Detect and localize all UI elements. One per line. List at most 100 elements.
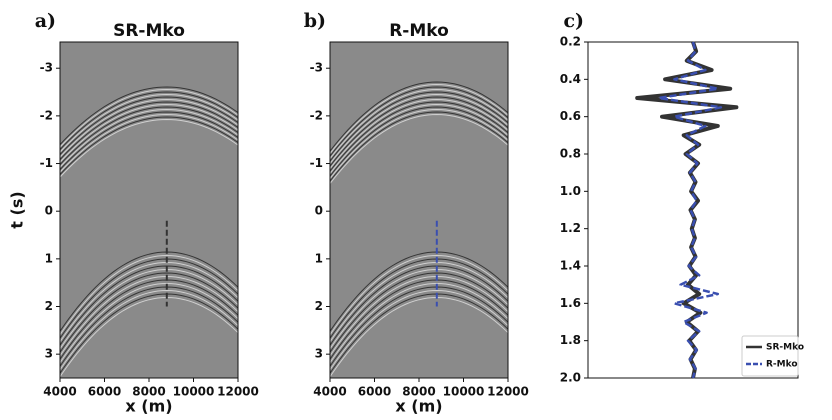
reflection (60, 265, 238, 346)
reflection (330, 103, 508, 174)
panel-label: c) (563, 10, 584, 32)
reflection (330, 113, 508, 184)
y-tick-label: 1.4 (560, 259, 581, 273)
y-tick-label: 0 (45, 204, 53, 218)
reflection (60, 86, 238, 145)
y-tick-label: 1 (45, 251, 53, 265)
reflection (330, 106, 508, 177)
y-tick-label: 0.8 (560, 147, 581, 161)
reflection (60, 275, 238, 356)
reflection (330, 286, 508, 367)
x-tick-label: 8000 (402, 385, 435, 399)
x-axis-label: x (m) (125, 397, 172, 416)
legend-label: R-Mko (766, 360, 798, 370)
y-tick-label: -3 (310, 61, 323, 75)
reflection (60, 268, 238, 349)
reflection (330, 101, 508, 172)
reflection (60, 103, 238, 163)
reflection (60, 272, 238, 353)
reflection (60, 279, 238, 360)
reflection (60, 98, 238, 158)
reflection (330, 296, 508, 377)
x-tick-label: 6000 (88, 385, 121, 399)
y-tick-label: -2 (310, 108, 323, 122)
x-axis-label: x (m) (395, 397, 442, 416)
reflection (60, 282, 238, 363)
x-tick-label: 12000 (217, 385, 259, 399)
reflection (330, 98, 508, 169)
y-tick-label: 0.4 (560, 72, 581, 86)
chart-title: SR-Mko (113, 21, 185, 41)
reflection (60, 258, 238, 339)
y-axis-label: t (s) (8, 191, 27, 228)
reflection (330, 275, 508, 356)
reflection (330, 272, 508, 353)
y-tick-label: 2 (45, 299, 53, 313)
y-tick-label: 3 (315, 347, 323, 361)
y-tick-label: 2 (315, 299, 323, 313)
legend-label: SR-Mko (766, 343, 804, 353)
y-tick-label: -2 (40, 108, 53, 122)
y-tick-label: 2.0 (560, 371, 581, 385)
reflection (60, 108, 238, 168)
reflection (60, 101, 238, 160)
reflection (60, 296, 238, 377)
panel-label: b) (304, 10, 326, 32)
seismic-image (60, 42, 238, 378)
reflection (60, 111, 238, 170)
y-tick-label: 3 (45, 347, 53, 361)
reflection (330, 258, 508, 339)
reflection (330, 91, 508, 162)
reflection (330, 86, 508, 157)
x-tick-label: 10000 (443, 385, 485, 399)
reflection (330, 88, 508, 159)
x-tick-label: 12000 (487, 385, 529, 399)
reflection (330, 254, 508, 335)
reflection (330, 279, 508, 360)
y-tick-label: 1.6 (560, 296, 581, 310)
y-tick-label: -1 (40, 156, 53, 170)
reflection (330, 289, 508, 370)
reflection (60, 88, 238, 148)
y-tick-label: 1.0 (560, 184, 581, 198)
reflection (60, 118, 238, 178)
reflection (330, 265, 508, 346)
reflection (330, 282, 508, 363)
x-tick-label: 8000 (132, 385, 165, 399)
reflection (60, 113, 238, 173)
y-tick-label: 0.2 (560, 35, 581, 49)
chart-title: R-Mko (389, 21, 449, 41)
reflection (330, 96, 508, 167)
reflection (60, 106, 238, 165)
reflection (330, 83, 508, 154)
reflection (60, 96, 238, 155)
reflection (60, 116, 238, 175)
reflection (330, 261, 508, 342)
x-tick-label: 4000 (43, 385, 76, 399)
reflection (60, 93, 238, 153)
x-tick-label: 6000 (358, 385, 391, 399)
y-tick-label: 1.8 (560, 333, 581, 347)
x-tick-label: 10000 (173, 385, 215, 399)
y-tick-label: 1 (315, 251, 323, 265)
y-tick-label: 0 (315, 204, 323, 218)
reflection (60, 91, 238, 150)
reflection (60, 251, 238, 332)
reflection (330, 293, 508, 374)
reflection (60, 261, 238, 342)
reflection (330, 108, 508, 179)
reflection (60, 254, 238, 335)
reflection (60, 289, 238, 370)
reflection (330, 268, 508, 349)
y-tick-label: -1 (310, 156, 323, 170)
x-tick-label: 4000 (313, 385, 346, 399)
panel-label: a) (35, 10, 56, 32)
seismic-image (330, 42, 508, 378)
reflection (60, 286, 238, 367)
reflection (330, 93, 508, 164)
y-tick-label: 0.6 (560, 109, 581, 123)
reflection (330, 251, 508, 332)
reflection (330, 111, 508, 182)
y-tick-label: 1.2 (560, 221, 581, 235)
